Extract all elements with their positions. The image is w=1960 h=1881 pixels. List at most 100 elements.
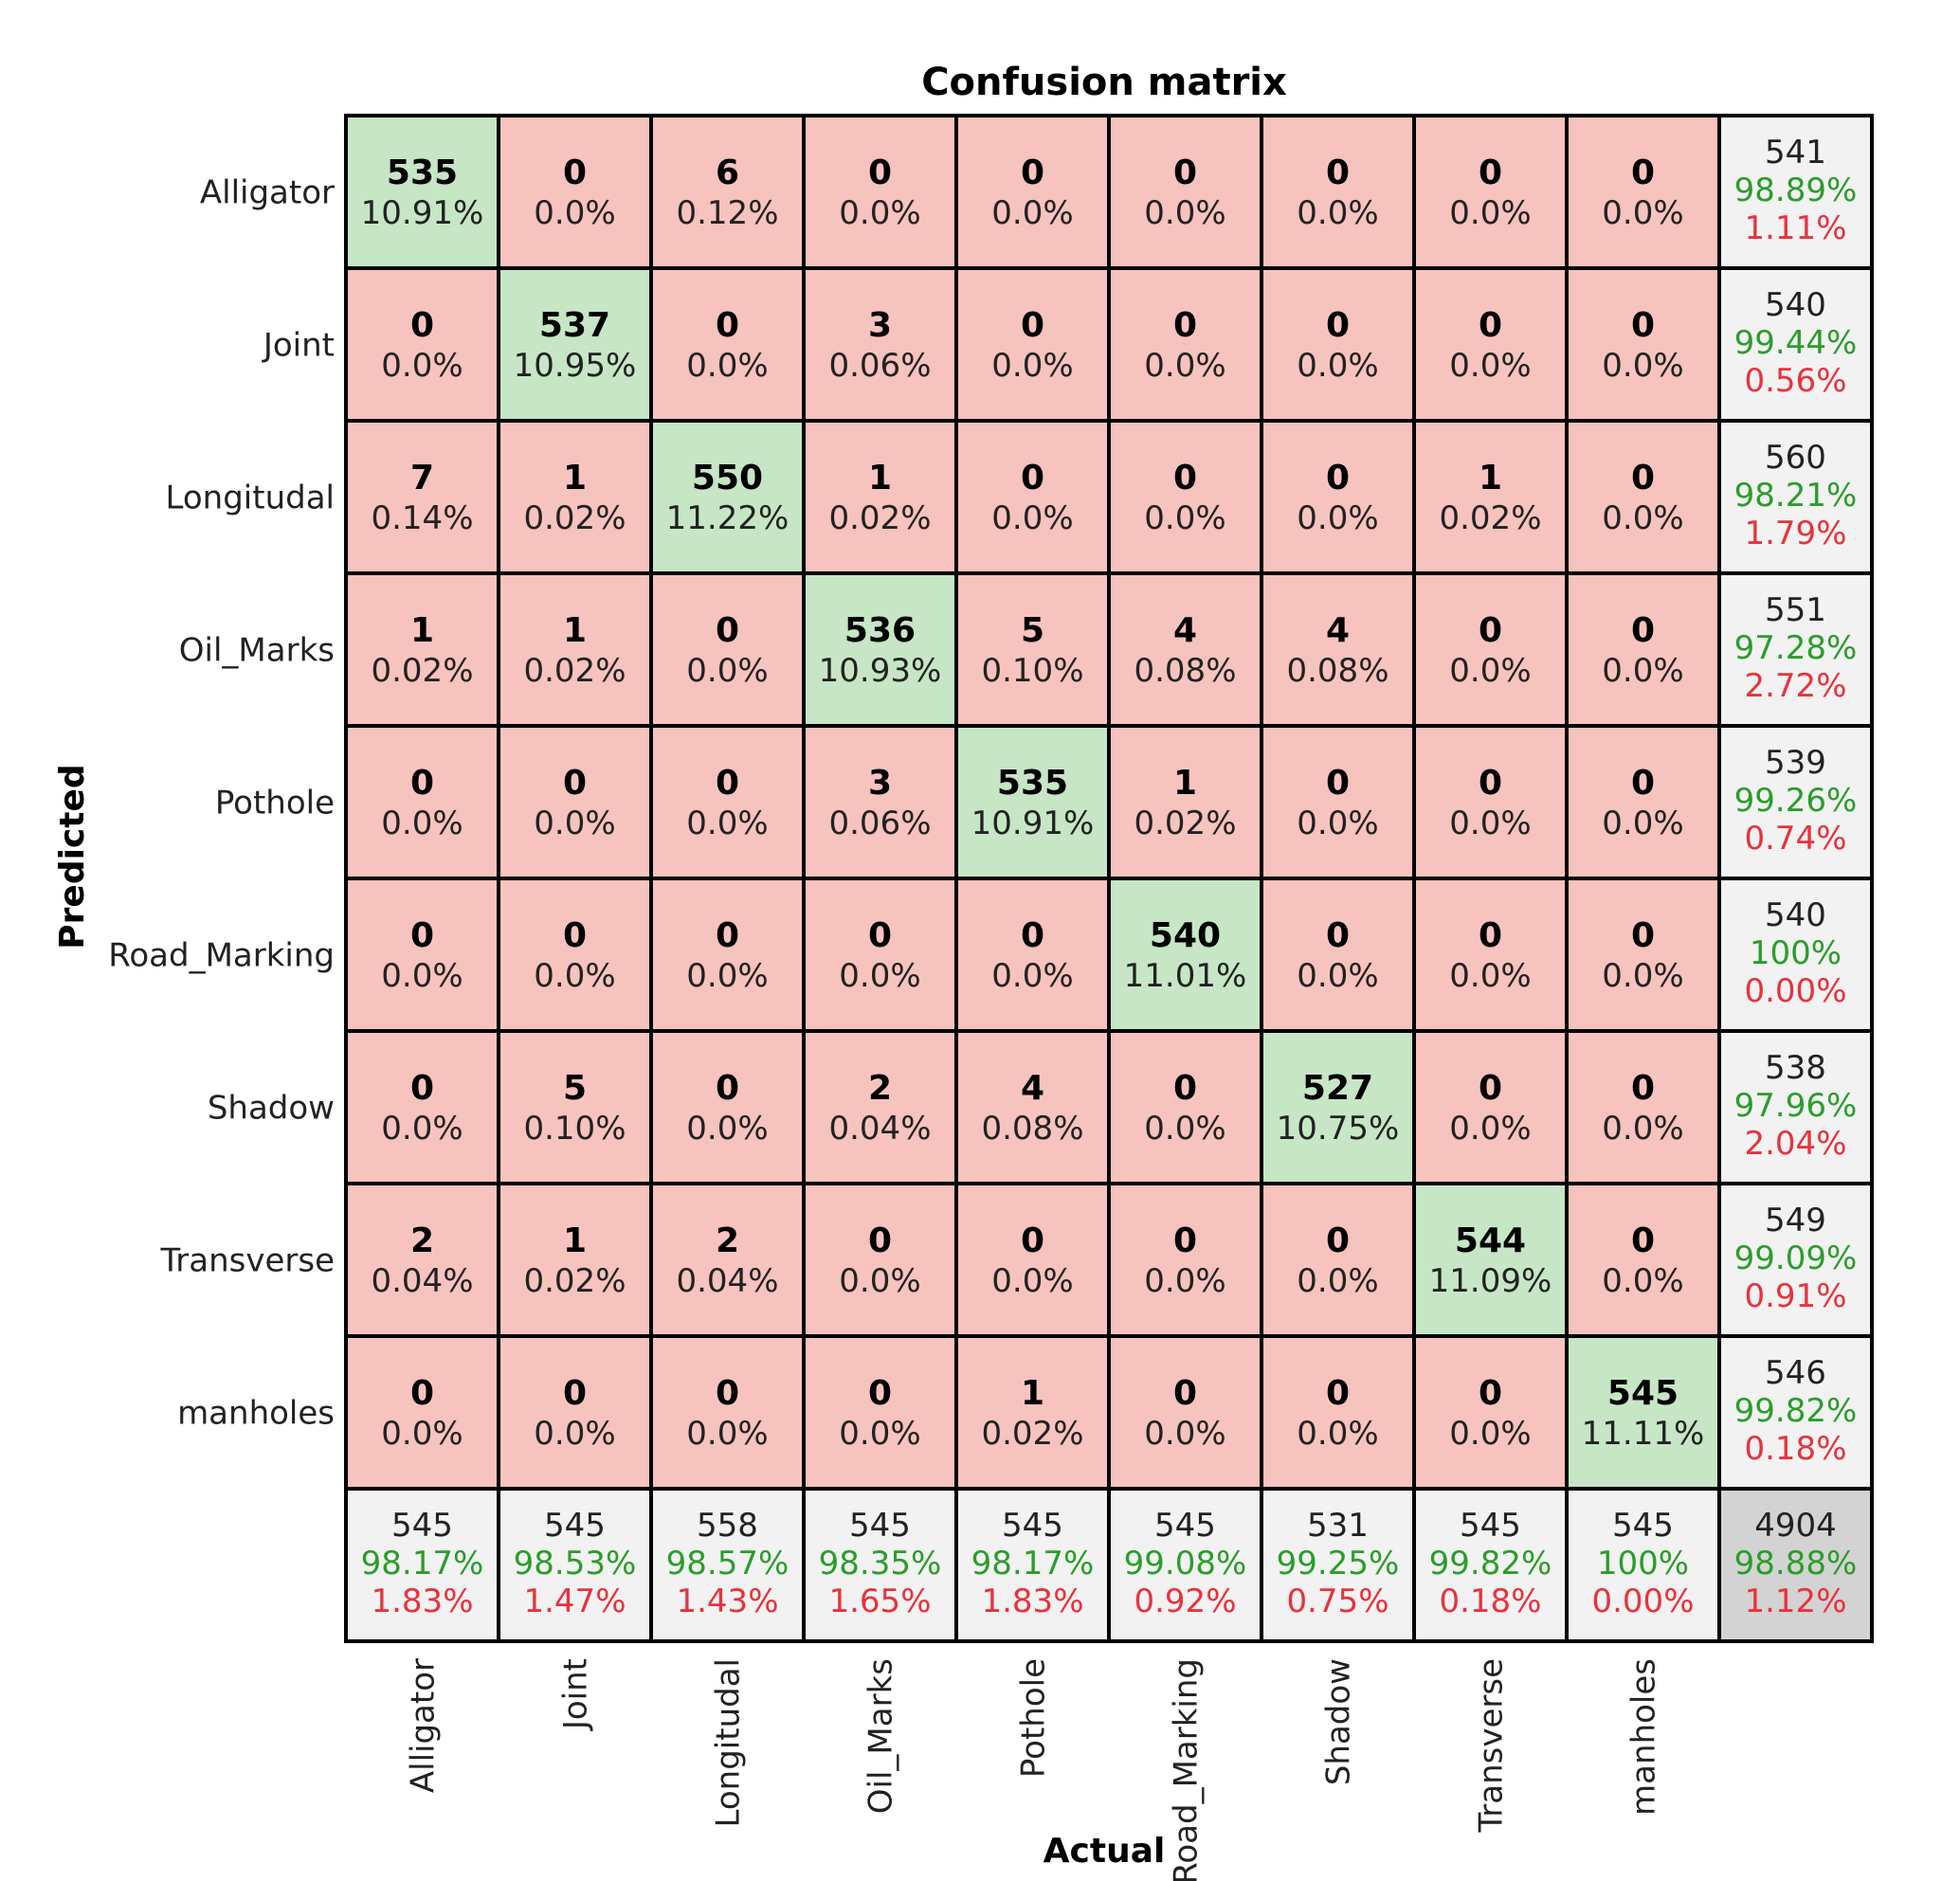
matrix-cell: 10.02%: [497, 1182, 653, 1338]
cell-percent: 0.0%: [1602, 1110, 1683, 1148]
cell-background: [344, 114, 500, 270]
cell-background: [802, 877, 958, 1033]
summary-error-rate: 2.04%: [1744, 1125, 1846, 1163]
summary-total: 546: [1765, 1354, 1826, 1392]
cell-background: [1260, 1487, 1416, 1643]
matrix-cell: 00.0%: [1565, 419, 1721, 575]
column-label: Road_Marking: [1168, 1658, 1206, 1881]
cell-background: [1107, 724, 1263, 880]
summary-error-rate: 1.83%: [981, 1583, 1083, 1620]
column-label: Joint: [557, 1658, 595, 1731]
cell-background: [344, 1334, 500, 1491]
cell-count: 0: [1631, 1221, 1655, 1260]
cell-percent: 0.0%: [381, 957, 463, 995]
summary-error-rate: 0.75%: [1286, 1583, 1388, 1620]
matrix-cell: 00.0%: [649, 1029, 806, 1185]
cell-percent: 0.0%: [839, 957, 920, 995]
cell-percent: 0.0%: [1297, 957, 1378, 995]
cell-percent: 0.0%: [686, 347, 768, 385]
summary-correct-rate: 98.57%: [666, 1545, 789, 1583]
summary-total: 540: [1765, 896, 1826, 934]
summary-total: 549: [1765, 1202, 1826, 1239]
cell-background: [802, 1182, 958, 1338]
cell-background: [497, 114, 653, 270]
cell-count: 1: [563, 459, 587, 497]
cell-background: [1565, 724, 1721, 880]
cell-count: 545: [1607, 1374, 1679, 1413]
summary-total: 545: [1460, 1507, 1521, 1545]
cell-background: [1107, 1487, 1263, 1643]
cell-percent: 0.0%: [1297, 194, 1378, 232]
cell-background: [344, 419, 500, 575]
cell-background: [649, 1334, 806, 1491]
matrix-cell: 60.12%: [649, 114, 806, 270]
cell-background: [1412, 1182, 1569, 1338]
summary-total: 540: [1765, 286, 1826, 324]
matrix-cell: 00.0%: [1260, 266, 1416, 423]
matrix-cell: 00.0%: [1107, 266, 1263, 423]
matrix-cell: 00.0%: [1412, 114, 1569, 270]
cell-count: 0: [1326, 764, 1350, 803]
matrix-cell: 00.0%: [1260, 724, 1416, 880]
cell-count: 0: [1326, 1221, 1350, 1260]
cell-background: [802, 1334, 958, 1491]
summary-error-rate: 0.00%: [1744, 972, 1846, 1010]
cell-count: 0: [1631, 764, 1655, 803]
cell-percent: 0.0%: [534, 957, 615, 995]
cell-percent: 0.0%: [686, 1110, 768, 1148]
cell-background: [1565, 877, 1721, 1033]
cell-count: 0: [1631, 154, 1655, 192]
cell-background: [1717, 571, 1874, 728]
cell-count: 0: [1021, 459, 1044, 497]
cell-background: [1412, 114, 1569, 270]
cell-percent: 0.0%: [381, 1110, 463, 1148]
cell-percent: 0.0%: [1297, 1262, 1378, 1300]
matrix-cell: 00.0%: [1412, 724, 1569, 880]
cell-background: [1107, 571, 1263, 728]
summary-correct-rate: 98.89%: [1734, 172, 1858, 209]
cell-percent: 0.0%: [534, 194, 615, 232]
column-label: manholes: [1625, 1658, 1663, 1816]
cell-percent: 0.0%: [839, 1415, 920, 1453]
summary-correct-rate: 98.17%: [971, 1545, 1095, 1583]
matrix-cell: 40.08%: [1107, 571, 1263, 728]
cell-percent: 0.0%: [1297, 1415, 1378, 1453]
summary-correct-rate: 100%: [1597, 1545, 1689, 1583]
cell-background: [1717, 1029, 1874, 1185]
cell-background: [649, 1182, 806, 1338]
cell-background: [1412, 724, 1569, 880]
cell-count: 0: [1479, 306, 1502, 345]
matrix-cell: 00.0%: [344, 877, 500, 1033]
cell-percent: 0.0%: [1449, 194, 1531, 232]
summary-total: 560: [1765, 439, 1826, 477]
column-label: Longitudal: [710, 1658, 748, 1827]
matrix-grid: 53510.91%00.0%60.12%00.0%00.0%00.0%00.0%…: [344, 114, 1874, 1643]
row-label: Shadow: [208, 1090, 335, 1128]
matrix-cell: 00.0%: [1412, 571, 1569, 728]
cell-count: 0: [716, 916, 739, 955]
matrix-cell: 10.02%: [344, 571, 500, 728]
row-label: Oil_Marks: [179, 632, 335, 670]
matrix-cell: 00.0%: [802, 877, 958, 1033]
cell-background: [1565, 1334, 1721, 1491]
matrix-cell: 00.0%: [1107, 1334, 1263, 1491]
cell-count: 0: [563, 916, 587, 955]
cell-count: 0: [1631, 1069, 1655, 1108]
row-labels: Alligator Joint Longitudal Oil_Marks Pothole…: [108, 174, 335, 1433]
summary-correct-rate: 97.28%: [1734, 629, 1858, 667]
cell-percent: 10.93%: [819, 652, 942, 690]
column-label: Transverse: [1473, 1658, 1511, 1834]
cell-count: 0: [716, 306, 739, 345]
cell-percent: 11.09%: [1429, 1262, 1552, 1300]
cell-background: [954, 877, 1111, 1033]
summary-total: 538: [1765, 1049, 1826, 1087]
matrix-cell: 00.0%: [1565, 266, 1721, 423]
